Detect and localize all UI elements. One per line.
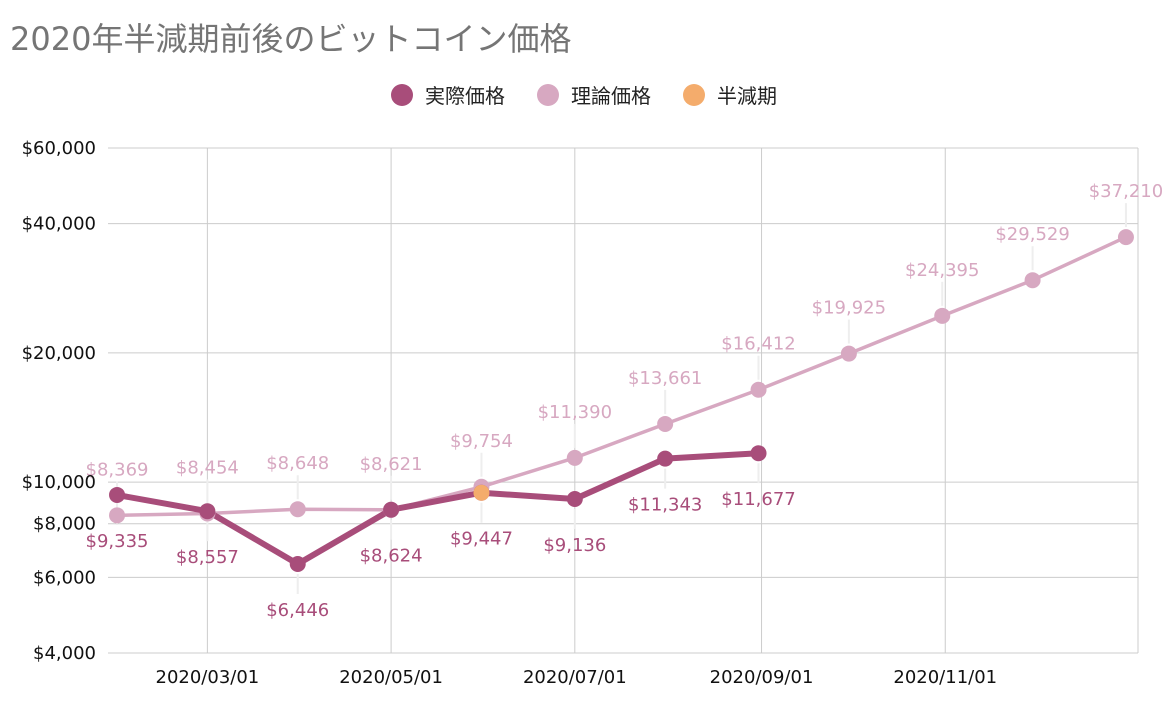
axis-layer: $4,000 $6,000 $8,000 $10,000 $20,000 $40,000 $…: [22, 138, 998, 688]
data-point-actual: [383, 501, 400, 518]
data-point-theory: [1117, 229, 1134, 246]
data-label-theory: $9,754: [450, 431, 513, 452]
legend-item-halving[interactable]: 半減期: [683, 80, 777, 109]
line-layer: [116, 235, 1127, 568]
legend-item-actual[interactable]: 実際価格: [391, 80, 505, 109]
legend-label-actual: 実際価格: [425, 84, 505, 108]
data-point-theory: [750, 381, 767, 398]
x-tick-label: 2020/09/01: [710, 667, 814, 688]
data-point-actual: [199, 503, 216, 520]
data-point-actual: [657, 450, 674, 467]
point-layer: [109, 229, 1134, 573]
y-tick-label: $20,000: [22, 343, 96, 364]
data-label-theory: $8,621: [360, 454, 423, 475]
data-label-theory: $8,369: [86, 459, 149, 480]
data-label-theory: $8,648: [266, 453, 329, 474]
data-point-actual: [566, 490, 583, 507]
data-label-actual: $8,624: [360, 546, 423, 567]
data-point-theory: [934, 307, 951, 324]
x-tick-label: 2020/05/01: [339, 667, 443, 688]
series-line-theory: [116, 235, 1127, 518]
legend-marker-halving: [683, 83, 705, 106]
y-tick-label: $40,000: [22, 214, 96, 235]
series-line-actual: [116, 450, 759, 568]
data-label-theory: $37,210: [1089, 181, 1163, 202]
legend: 実際価格 理論価格 半減期: [0, 80, 1168, 109]
data-label-actual: $6,446: [266, 600, 329, 621]
y-tick-label: $60,000: [22, 138, 96, 159]
data-point-theory: [657, 415, 674, 432]
data-label-actual: $9,447: [450, 529, 513, 550]
data-point-theory: [289, 501, 306, 518]
data-label-theory: $24,395: [905, 260, 979, 281]
x-tick-label: 2020/11/01: [893, 667, 997, 688]
data-label-actual: $8,557: [176, 547, 239, 568]
data-label-theory: $19,925: [812, 298, 886, 319]
y-tick-label: $8,000: [33, 514, 96, 535]
legend-marker-actual: [391, 83, 413, 106]
grid-layer: [108, 147, 1139, 654]
legend-label-halving: 半減期: [717, 84, 777, 108]
data-label-actual: $9,136: [543, 535, 606, 556]
data-label-actual: $11,343: [628, 495, 702, 516]
data-point-theory: [1024, 272, 1041, 289]
label-layer: $8,369 $8,454 $8,648 $8,621 $9,754 $11,390 $13…: [86, 181, 1164, 621]
data-label-theory: $11,390: [538, 402, 612, 423]
y-tick-label: $4,000: [33, 643, 96, 664]
data-label-actual: $11,677: [721, 489, 795, 510]
data-point-actual: [289, 556, 306, 573]
x-tick-label: 2020/03/01: [156, 667, 260, 688]
chart-title: 2020年半減期前後のビットコイン価格: [10, 20, 572, 58]
x-tick-label: 2020/07/01: [523, 667, 627, 688]
data-label-theory: $16,412: [721, 334, 795, 355]
y-tick-label: $6,000: [33, 567, 96, 588]
data-point-theory: [840, 345, 857, 362]
data-label-actual: $9,335: [86, 531, 149, 552]
y-tick-label: $10,000: [22, 472, 96, 493]
legend-item-theory[interactable]: 理論価格: [537, 80, 651, 109]
data-point-actual: [109, 486, 126, 503]
data-label-theory: $8,454: [176, 457, 239, 478]
data-point-theory: [109, 507, 126, 524]
legend-label-theory: 理論価格: [571, 84, 651, 108]
legend-marker-theory: [537, 83, 559, 106]
data-label-theory: $29,529: [995, 224, 1069, 245]
data-label-theory: $13,661: [628, 368, 702, 389]
data-point-theory: [566, 449, 583, 466]
data-point-halving: [473, 484, 490, 501]
data-point-actual: [750, 445, 767, 462]
